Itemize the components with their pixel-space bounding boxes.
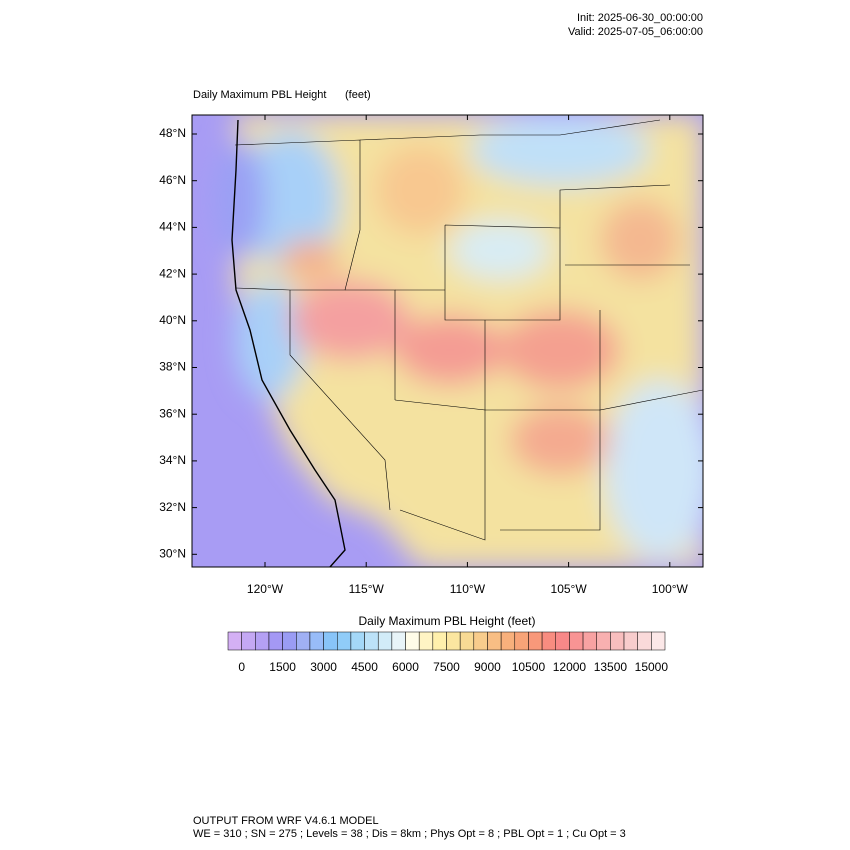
colorbar-box — [555, 631, 570, 651]
map-units: (feet) — [345, 89, 371, 101]
colorbar-box — [623, 631, 638, 651]
colorbar-box — [569, 631, 584, 651]
colorbar-box — [405, 631, 420, 651]
colorbar-box — [432, 631, 447, 651]
colorbar-box — [582, 631, 597, 651]
colorbar-tick-label: 13500 — [594, 660, 628, 674]
colorbar-box — [487, 631, 502, 651]
colorbar-box — [651, 631, 666, 651]
map-title: Daily Maximum PBL Height — [193, 89, 326, 101]
colorbar-box — [268, 631, 283, 651]
colorbar-box — [528, 631, 543, 651]
lat-label: 34°N — [159, 453, 186, 467]
colorbar-box — [309, 631, 324, 651]
colorbar-tick-label: 9000 — [474, 660, 501, 674]
lon-label: 100°W — [652, 582, 689, 596]
lat-label: 38°N — [159, 360, 186, 374]
colorbar-box — [282, 631, 297, 651]
colorbar-box — [446, 631, 461, 651]
colorbar-box — [473, 631, 488, 651]
colorbar-box — [610, 631, 625, 651]
colorbar-box — [323, 631, 338, 651]
lat-label: 30°N — [159, 546, 186, 560]
colorbar-tick-label: 10500 — [512, 660, 546, 674]
colorbar-box — [637, 631, 652, 651]
colorbar-box — [500, 631, 516, 651]
colorbar-tick-label: 0 — [238, 660, 245, 674]
colorbar-tick-label: 7500 — [433, 660, 460, 674]
colorbar-tick-label: 1500 — [269, 660, 296, 674]
colorbar-tick-label: 12000 — [553, 660, 587, 674]
colorbar-box — [255, 631, 270, 651]
colorbar-box — [377, 631, 393, 651]
map-frame — [191, 114, 704, 568]
lon-label: 120°W — [247, 582, 284, 596]
colorbar-box — [227, 631, 242, 651]
lon-label: 105°W — [551, 582, 588, 596]
lat-label: 40°N — [159, 313, 186, 327]
lat-label: 32°N — [159, 500, 186, 514]
lon-label: 110°W — [450, 582, 486, 596]
valid-time: Valid: 2025-07-05_06:00:00 — [568, 26, 703, 38]
footer-line: WE = 310 ; SN = 275 ; Levels = 38 ; Dis … — [193, 828, 626, 840]
colorbar-box — [350, 631, 365, 651]
colorbar-box — [391, 631, 406, 651]
colorbar-tick-label: 4500 — [351, 660, 378, 674]
lat-label: 42°N — [159, 266, 186, 280]
colorbar-box — [541, 631, 556, 651]
lat-label: 46°N — [159, 173, 186, 187]
colorbar-box — [296, 631, 311, 651]
colorbar-box — [364, 631, 379, 651]
colorbar-tick-label: 15000 — [635, 660, 669, 674]
colorbar-box — [459, 631, 475, 651]
lat-label: 44°N — [159, 220, 186, 234]
footer-line: OUTPUT FROM WRF V4.6.1 MODEL — [193, 815, 379, 827]
lat-label: 36°N — [159, 406, 186, 420]
lat-label: 48°N — [159, 126, 186, 140]
colorbar-box — [514, 631, 529, 651]
colorbar-box — [241, 631, 256, 651]
colorbar-title: Daily Maximum PBL Height (feet) — [359, 614, 536, 628]
colorbar-box — [596, 631, 611, 651]
colorbar-box — [337, 631, 352, 651]
lon-label: 115°W — [349, 582, 385, 596]
colorbar-tick-label: 6000 — [392, 660, 419, 674]
map-field — [192, 115, 703, 567]
init-time: Init: 2025-06-30_00:00:00 — [577, 12, 703, 24]
colorbar-tick-label: 3000 — [310, 660, 337, 674]
colorbar-box — [418, 631, 434, 651]
